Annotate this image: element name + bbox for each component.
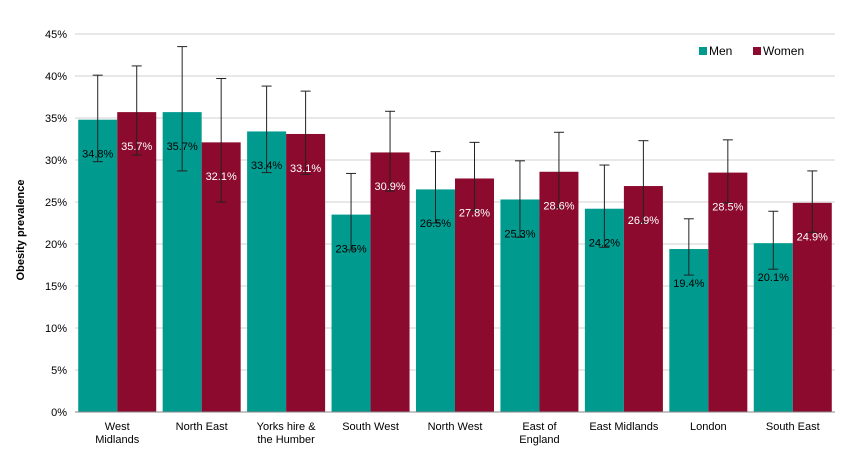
category-labels: West Midlands North East Yorks hire & the Hu… <box>95 421 819 446</box>
data-label: 32.1% <box>206 171 237 183</box>
data-label: 24.2% <box>589 238 620 250</box>
data-label: 25.3% <box>504 228 535 240</box>
bar-women <box>117 112 157 413</box>
legend: Men Women <box>699 44 804 58</box>
bar-men <box>753 243 793 412</box>
legend-swatch-women <box>753 47 761 55</box>
legend-swatch-men <box>699 47 707 55</box>
y-tick-label: 45% <box>45 29 67 41</box>
bar-women <box>455 178 494 412</box>
bars <box>78 112 832 413</box>
data-label: 33.4% <box>251 160 282 172</box>
y-tick-label: 20% <box>45 239 67 251</box>
category-label: West Midlands <box>95 421 140 446</box>
y-tick-label: 15% <box>45 281 67 293</box>
data-label: 19.4% <box>673 278 704 290</box>
y-tick-label: 30% <box>45 155 67 167</box>
y-tick-label: 0% <box>51 407 67 419</box>
category-label: South East <box>766 421 820 433</box>
y-tick-label: 25% <box>45 197 67 209</box>
data-label: 30.9% <box>374 181 405 193</box>
y-tick-label: 40% <box>45 71 67 83</box>
data-label: 28.5% <box>712 201 743 213</box>
category-label: North East <box>176 421 228 433</box>
data-label: 28.6% <box>543 201 574 213</box>
category-label: Yorks hire & the Humber <box>257 421 317 446</box>
data-label: 26.9% <box>628 215 659 227</box>
data-labels: 34.8% 35.7% 35.7% 32.1% 33.4% 33.1% 23.5% 30.9%… <box>82 141 828 290</box>
data-label: 34.8% <box>82 148 113 160</box>
category-label: East of England <box>519 421 559 446</box>
y-tick-label: 10% <box>45 323 67 335</box>
bar-men <box>247 131 287 412</box>
data-label: 35.7% <box>167 141 198 153</box>
category-label: North West <box>428 421 483 433</box>
legend-label-men: Men <box>709 44 732 58</box>
y-tick-label: 35% <box>45 113 67 125</box>
y-axis-ticks: 0% 5% 10% 15% 20% 25% 30% 35% 40% 45% <box>45 29 67 419</box>
bar-women <box>623 186 663 412</box>
data-label: 35.7% <box>121 141 152 153</box>
category-label: East Midlands <box>589 421 659 433</box>
error-bars <box>92 46 818 276</box>
y-axis-label: Obesity prevalence <box>15 180 27 281</box>
data-label: 24.9% <box>797 232 828 244</box>
data-label: 20.1% <box>758 272 789 284</box>
category-label: London <box>690 421 727 433</box>
legend-label-women: Women <box>763 44 804 58</box>
bar-women <box>286 133 326 412</box>
bar-women <box>539 171 579 412</box>
bar-men <box>669 249 709 412</box>
bar-women <box>792 202 832 412</box>
bar-women <box>370 152 410 412</box>
bar-men <box>416 189 455 412</box>
category-label: South West <box>342 421 399 433</box>
bar-men <box>78 119 118 413</box>
y-tick-label: 5% <box>51 365 67 377</box>
data-label: 33.1% <box>290 163 321 175</box>
data-label: 27.8% <box>459 207 490 219</box>
bar-women <box>708 172 748 412</box>
data-label: 23.5% <box>335 243 366 255</box>
data-label: 26.5% <box>420 218 451 230</box>
